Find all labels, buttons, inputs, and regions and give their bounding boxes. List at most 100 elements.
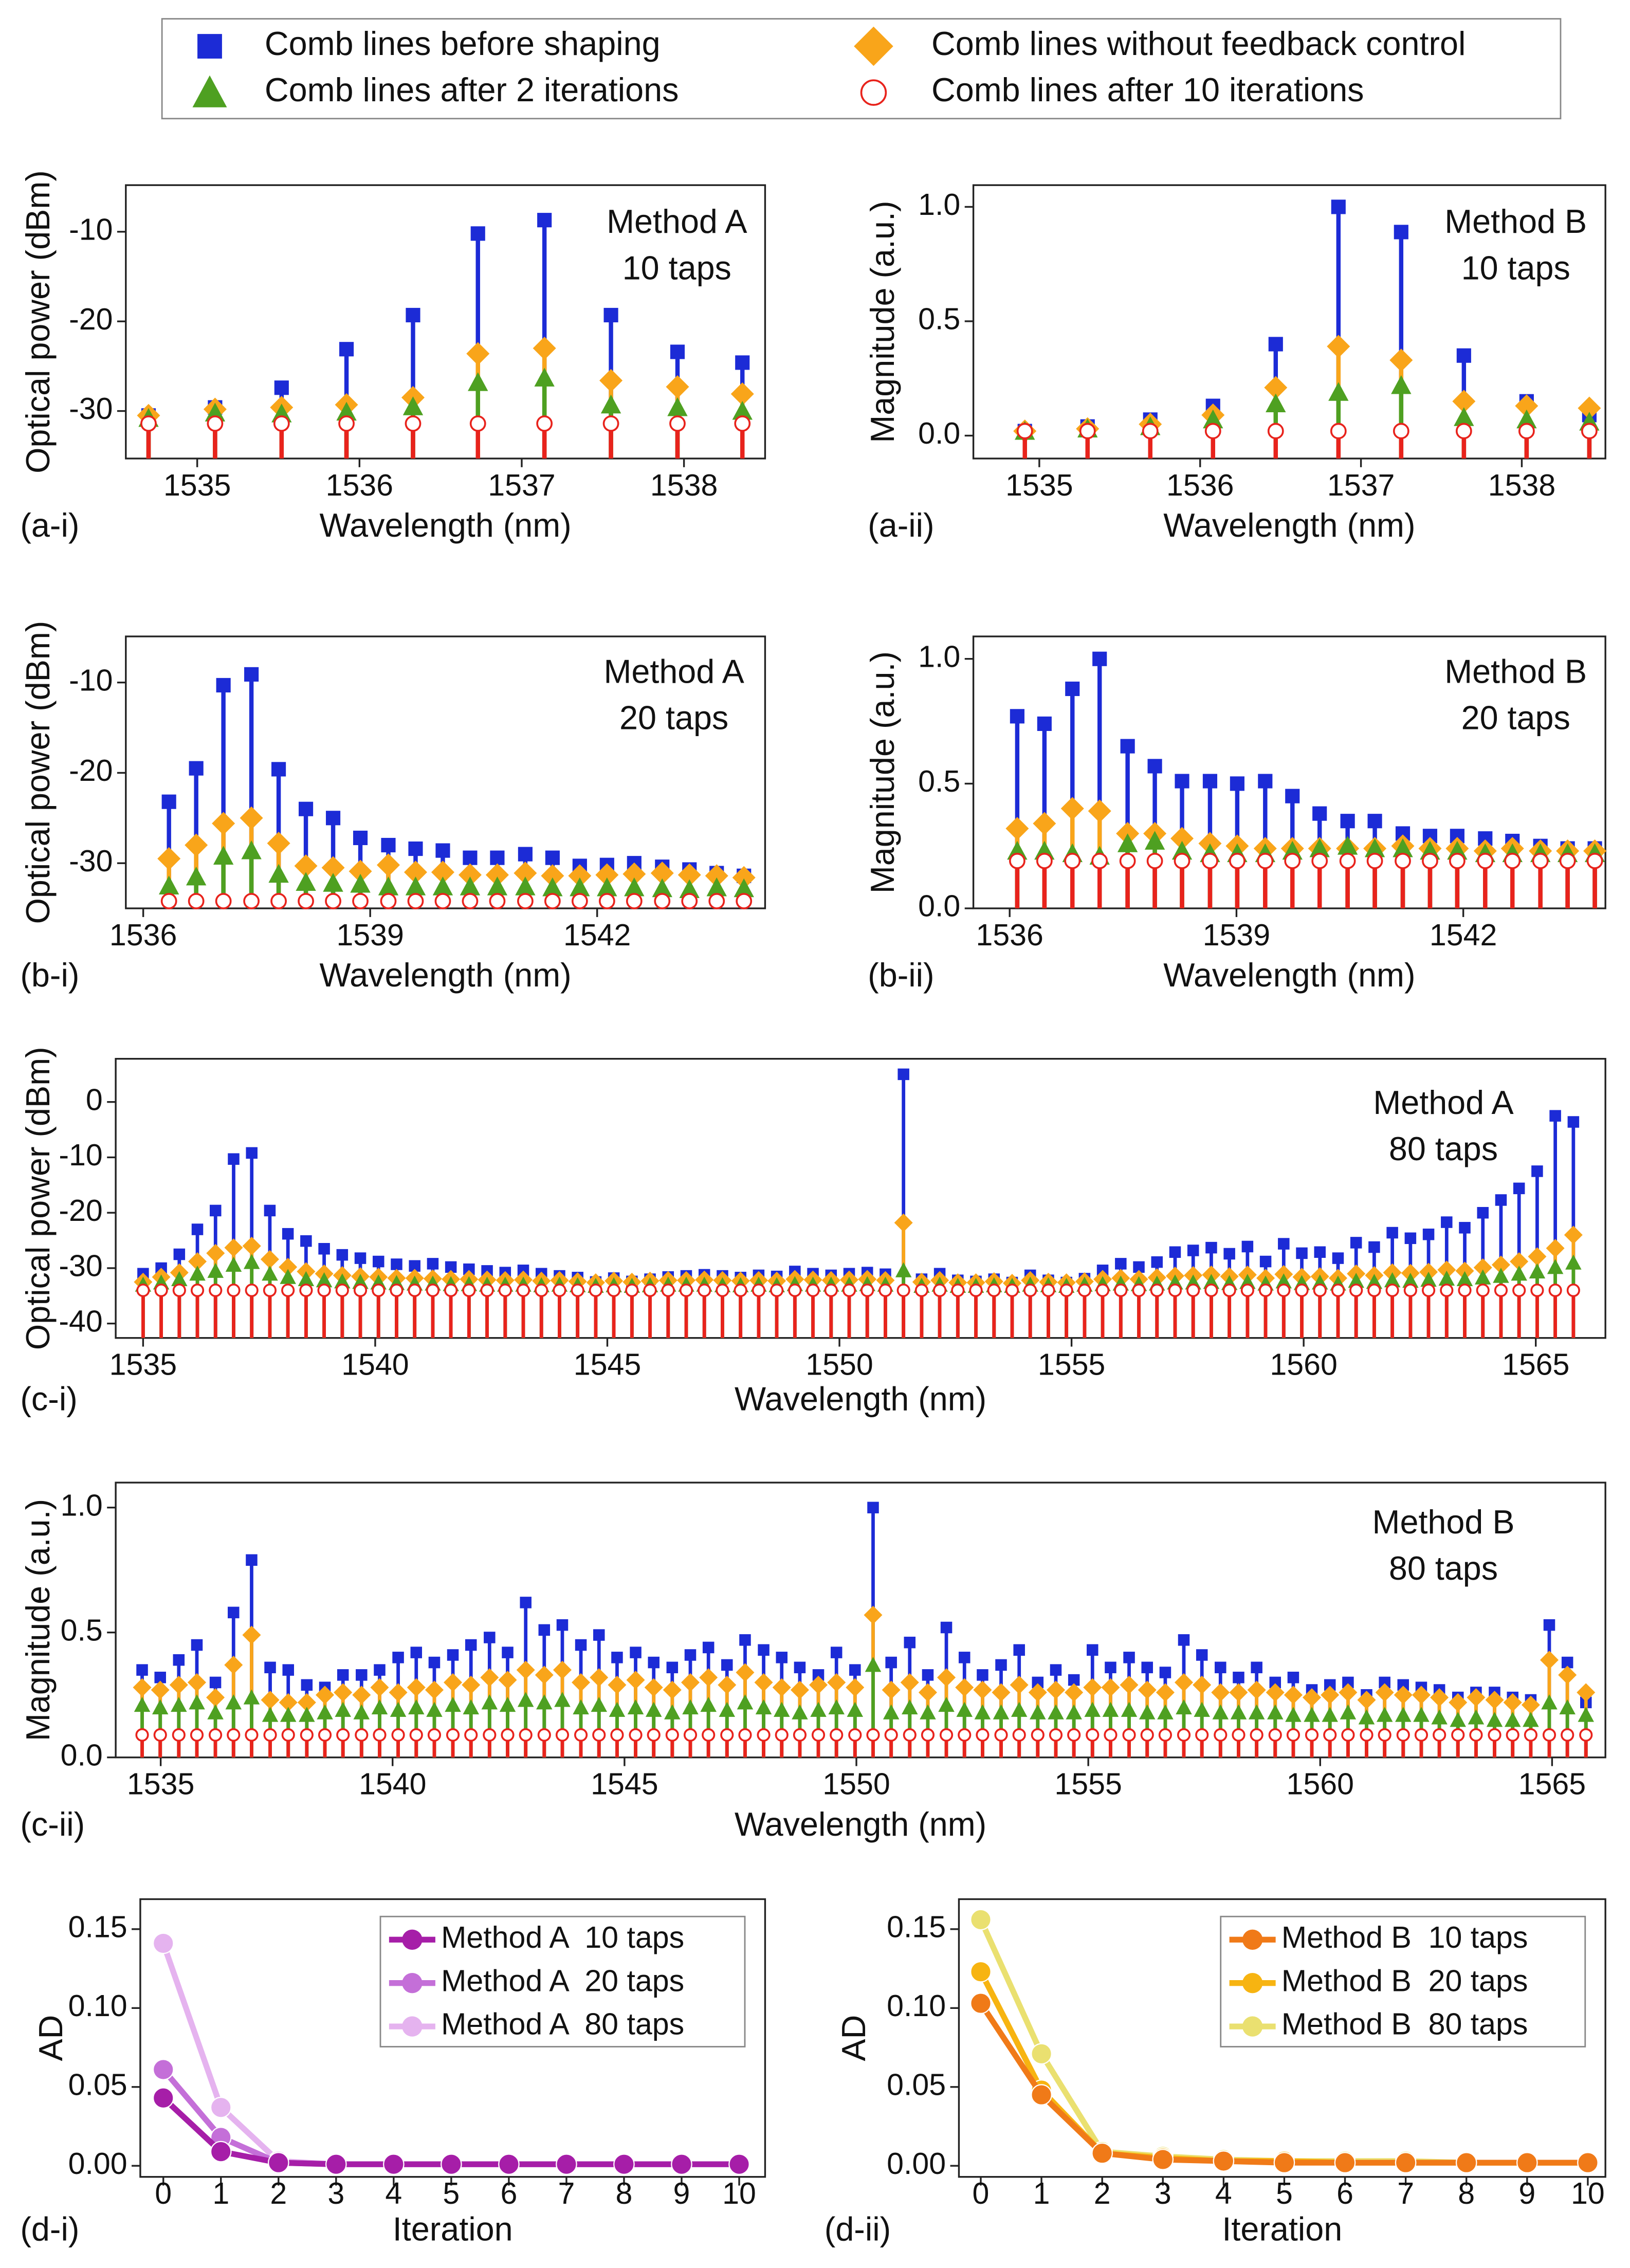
marker — [1011, 1702, 1028, 1717]
marker — [1339, 852, 1356, 869]
marker — [240, 806, 263, 830]
x-axis-label: Wavelength (nm) — [735, 1380, 986, 1418]
x-tick-label: 1537 — [1327, 468, 1395, 502]
marker — [464, 1728, 478, 1742]
marker — [279, 1257, 298, 1276]
annotation: Method A — [603, 652, 744, 690]
marker — [516, 1283, 530, 1297]
marker — [206, 1243, 225, 1263]
marker — [895, 1262, 912, 1277]
marker — [301, 1679, 313, 1691]
marker — [1250, 1728, 1263, 1742]
marker — [1251, 1661, 1262, 1674]
marker — [152, 2059, 174, 2080]
y-tick-label: 0.0 — [918, 416, 960, 450]
y-tick-label: 0.15 — [887, 1910, 946, 1944]
marker — [279, 1693, 298, 1712]
marker — [645, 1702, 662, 1717]
marker — [1528, 1247, 1547, 1266]
marker — [1548, 1283, 1562, 1297]
panel: 1535 1540 1545 1550 1555 1560 1565 -40 -30 -20 -10… — [19, 1047, 1606, 1418]
marker — [1266, 1683, 1285, 1702]
panel-label: (b-i) — [20, 956, 79, 994]
marker — [1486, 1712, 1503, 1727]
marker — [860, 79, 887, 106]
marker — [1437, 1260, 1456, 1279]
marker — [667, 397, 688, 416]
marker — [1540, 1651, 1559, 1670]
x-tick-label: 7 — [558, 2176, 575, 2210]
marker — [1349, 1283, 1363, 1297]
marker — [427, 1258, 439, 1270]
marker — [135, 1728, 149, 1742]
marker — [408, 841, 423, 856]
marker — [1121, 1702, 1138, 1717]
marker — [160, 893, 177, 909]
marker — [705, 864, 728, 888]
y-tick-label: -20 — [59, 1194, 102, 1228]
marker — [299, 1283, 313, 1297]
marker — [1168, 1283, 1182, 1297]
marker — [772, 1678, 791, 1697]
panel: 0 1 2 3 4 5 6 7 8 9 10 0.00 0.05 0.10 0.15 Iteration AD (… — [20, 1898, 766, 2248]
marker — [568, 864, 592, 888]
marker — [1259, 1283, 1273, 1297]
marker — [227, 1728, 241, 1742]
marker — [431, 861, 454, 884]
marker — [378, 876, 399, 895]
marker — [1005, 817, 1029, 840]
marker — [1117, 833, 1138, 852]
x-tick-label: 1540 — [359, 1767, 426, 1801]
marker — [977, 1669, 988, 1681]
marker — [206, 1688, 225, 1707]
marker — [792, 1704, 808, 1720]
panel-label: (d-ii) — [825, 2210, 891, 2248]
marker — [1450, 1712, 1467, 1727]
marker — [721, 1659, 733, 1671]
marker — [444, 1673, 463, 1692]
marker — [1395, 852, 1411, 869]
marker — [644, 1678, 663, 1697]
x-tick-label: 4 — [1215, 2176, 1232, 2210]
marker — [682, 1699, 699, 1715]
marker — [824, 1283, 838, 1297]
x-tick-label: 8 — [616, 2176, 633, 2210]
marker — [432, 876, 453, 895]
marker — [1079, 423, 1096, 440]
marker — [1458, 1283, 1472, 1297]
marker — [336, 1249, 349, 1261]
marker — [1476, 1283, 1490, 1297]
marker — [1012, 1728, 1026, 1742]
marker — [1036, 852, 1053, 869]
marker — [593, 1629, 605, 1641]
marker — [1543, 1619, 1555, 1631]
marker — [849, 1664, 861, 1676]
marker — [1541, 1694, 1558, 1710]
x-tick-label: 2 — [270, 2176, 287, 2210]
marker — [1175, 774, 1189, 789]
marker — [350, 873, 371, 893]
marker — [1440, 1283, 1454, 1297]
marker — [1013, 1644, 1025, 1656]
marker — [573, 1699, 589, 1715]
x-tick-label: 0 — [155, 2176, 172, 2210]
marker — [391, 1258, 402, 1270]
legend-label: Method A 10 taps — [441, 1921, 684, 1954]
marker — [1068, 1674, 1080, 1686]
marker — [1397, 1679, 1409, 1691]
marker — [794, 1661, 806, 1674]
marker — [264, 1661, 276, 1674]
marker — [1342, 1676, 1354, 1689]
marker — [1456, 348, 1471, 363]
marker — [318, 1728, 332, 1742]
y-axis-label: AD — [32, 2015, 69, 2061]
legend-marker — [402, 1972, 423, 1993]
marker — [884, 1728, 898, 1742]
marker — [902, 1699, 918, 1715]
marker — [1366, 852, 1383, 869]
marker — [995, 1659, 1007, 1671]
marker — [666, 1661, 679, 1674]
marker — [719, 1702, 736, 1717]
marker — [535, 1666, 554, 1685]
marker — [1031, 2084, 1052, 2106]
